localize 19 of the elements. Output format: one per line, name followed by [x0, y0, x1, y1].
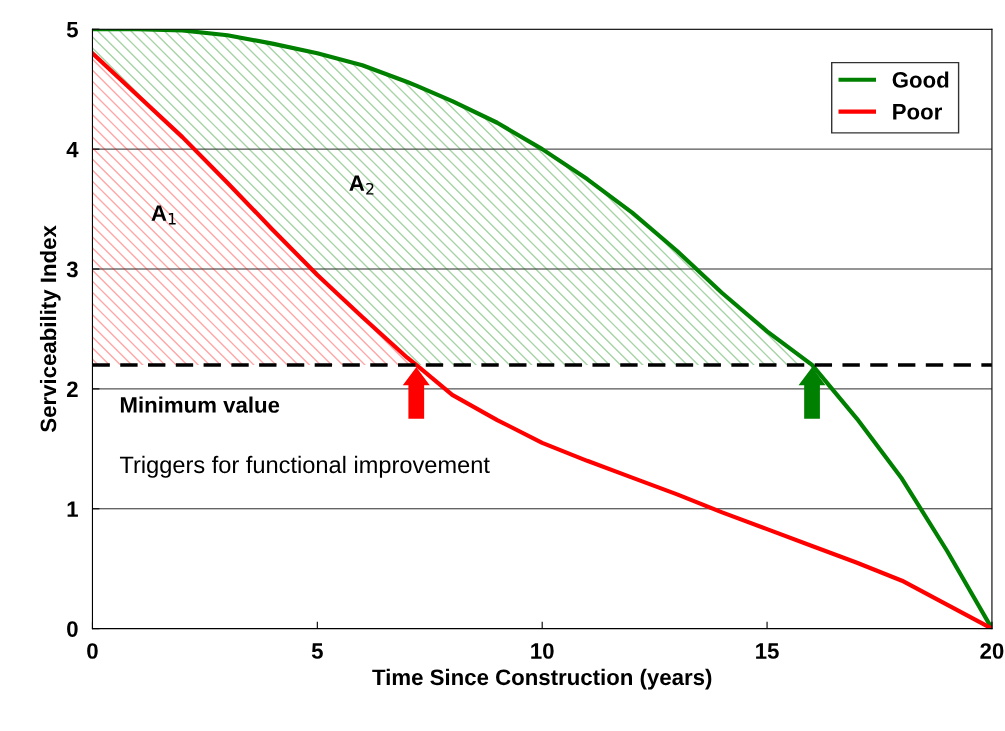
y-tick-label: 2	[66, 381, 78, 397]
x-tick-label: 0	[87, 643, 98, 659]
x-tick-label: 5	[311, 643, 323, 659]
x-axis-title: Time Since Construction (years)	[372, 668, 712, 690]
x-tick-label: 20	[980, 643, 1004, 659]
y-tick-label: 5	[66, 22, 78, 38]
y-tick-label: 4	[66, 141, 79, 158]
x-tick-label: 10	[531, 643, 554, 659]
annotation: A$_{1}$	[151, 205, 176, 225]
annotation: Triggers for functional improvement	[119, 455, 490, 478]
y-tick-label: 3	[66, 261, 78, 278]
y-axis-title: Serviceability Index	[39, 225, 61, 433]
annotation: A$_{2}$	[349, 175, 374, 195]
legend-label: Poor	[893, 104, 942, 120]
annotation: Minimum value	[120, 396, 280, 413]
x-tick-label: 15	[756, 643, 779, 659]
y-tick-label: 1	[67, 501, 78, 517]
y-tick-label: 0	[67, 621, 78, 637]
legend-label: Good	[892, 71, 949, 88]
